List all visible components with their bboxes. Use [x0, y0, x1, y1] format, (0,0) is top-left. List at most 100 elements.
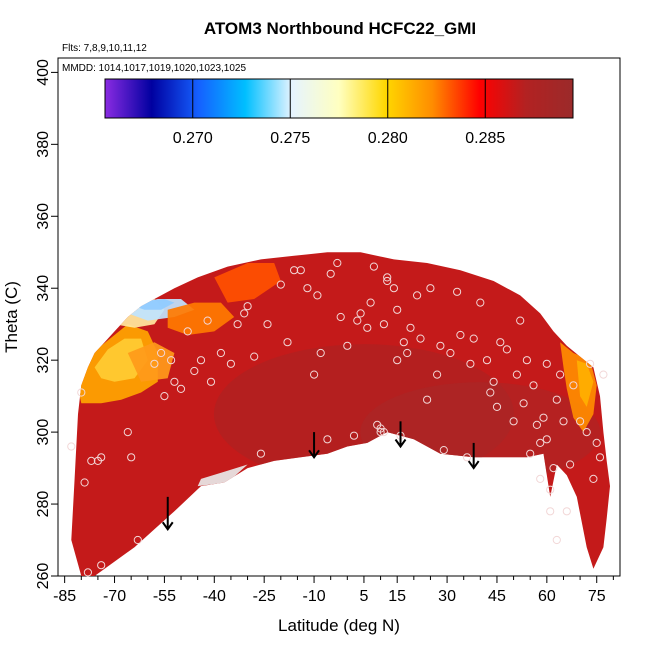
chart-title: ATOM3 Northbound HCFC22_GMI — [204, 19, 476, 38]
observation-point — [296, 266, 305, 275]
y-tick-label: 360 — [35, 203, 52, 230]
x-tick-label: -25 — [253, 588, 276, 605]
y-tick-label: 260 — [35, 563, 52, 590]
observation-point — [536, 438, 545, 447]
profile-arrowhead — [394, 438, 407, 449]
colorbar-tick-label: 0.270 — [173, 130, 213, 147]
observation-point — [453, 287, 462, 296]
observation-point — [482, 356, 492, 365]
observation-point — [582, 428, 591, 437]
observation-point — [67, 442, 76, 451]
observation-point — [599, 370, 608, 379]
profile-arrowhead — [467, 460, 480, 470]
observation-point — [383, 273, 392, 282]
heatmap-region — [197, 464, 248, 487]
observation-point — [462, 453, 472, 462]
observation-point — [423, 395, 432, 404]
observation-point — [569, 381, 578, 390]
observation-point — [476, 298, 485, 307]
observation-point — [512, 370, 522, 379]
observation-point — [576, 417, 585, 426]
observation-point — [552, 395, 561, 404]
observation-point — [516, 316, 525, 325]
flights-note: Flts: 7,8,9,10,11,12 — [62, 43, 147, 54]
observation-point — [529, 381, 538, 390]
observation-point — [559, 417, 568, 426]
observation-point — [489, 377, 498, 386]
mmdd-note: MMDD: 1014,1017,1019,1020,1023,1025 — [62, 63, 246, 74]
heatmap-region — [560, 342, 597, 433]
x-tick-label: 45 — [488, 588, 506, 605]
observation-point — [206, 377, 216, 386]
observation-point — [486, 388, 495, 397]
observation-point — [519, 399, 528, 408]
x-tick-label: -85 — [53, 588, 76, 605]
observation-point — [552, 535, 561, 545]
observation-point — [383, 276, 392, 286]
observation-point — [446, 348, 455, 358]
observation-point — [509, 417, 518, 426]
heatmap-region — [167, 302, 235, 335]
x-tick-label: 75 — [588, 588, 606, 605]
observation-point — [343, 341, 352, 350]
observation-point — [496, 338, 505, 347]
observation-point — [196, 356, 206, 365]
observation-point — [556, 370, 565, 379]
heatmap-core — [360, 382, 601, 483]
observation-point — [399, 338, 408, 347]
x-tick-label: -70 — [103, 588, 126, 605]
observation-point — [77, 388, 86, 397]
observation-point — [376, 428, 385, 437]
observation-point — [323, 435, 332, 444]
profile-arrows — [161, 421, 480, 531]
observation-point — [170, 377, 179, 386]
observation-point — [549, 464, 558, 473]
heatmap-region — [214, 263, 281, 303]
y-axis: 260 280 300 320 340 360 380 400 — [35, 59, 58, 589]
observation-point — [366, 298, 375, 307]
observation-point — [333, 258, 342, 268]
y-tick-label: 280 — [35, 491, 52, 518]
observation-point — [492, 402, 502, 411]
observation-point — [546, 485, 555, 494]
x-tick-label: 15 — [388, 588, 406, 605]
y-tick-label: 400 — [35, 59, 52, 86]
observation-point — [436, 341, 445, 350]
observation-point — [303, 284, 312, 293]
colorbar-tick-label: 0.275 — [270, 130, 310, 147]
observation-point — [589, 474, 598, 483]
observation-point — [243, 302, 252, 311]
observation-point — [256, 449, 265, 458]
observation-point — [290, 266, 299, 275]
y-tick-label: 380 — [35, 131, 52, 158]
observation-point — [439, 446, 448, 455]
plot-frame — [57, 57, 621, 577]
observation-point — [546, 507, 555, 516]
observation-point — [406, 323, 415, 332]
profile-arrowhead — [308, 449, 320, 460]
observation-point — [393, 305, 402, 314]
observation-point — [216, 348, 225, 358]
observation-point — [150, 359, 159, 368]
x-tick-label: -10 — [302, 588, 325, 605]
x-axis: -85 -70 -55 -40 -25 -10 5 15 30 45 60 75 — [53, 576, 614, 605]
observation-point — [586, 359, 595, 368]
observation-point — [542, 359, 551, 368]
observation-point — [526, 449, 535, 458]
observation-point — [349, 431, 359, 440]
observation-points — [67, 258, 608, 577]
observation-point — [433, 370, 442, 379]
observation-point — [426, 284, 435, 293]
profile-arrowhead — [161, 521, 174, 531]
observation-point — [240, 309, 249, 318]
observation-point — [313, 291, 322, 300]
observation-point — [157, 348, 166, 358]
observation-point — [316, 348, 325, 358]
heatmap-core — [213, 344, 514, 485]
observation-point — [97, 453, 106, 462]
observation-point — [379, 428, 388, 437]
observation-point — [276, 280, 285, 289]
observation-point — [532, 420, 542, 429]
observation-point — [566, 460, 575, 469]
